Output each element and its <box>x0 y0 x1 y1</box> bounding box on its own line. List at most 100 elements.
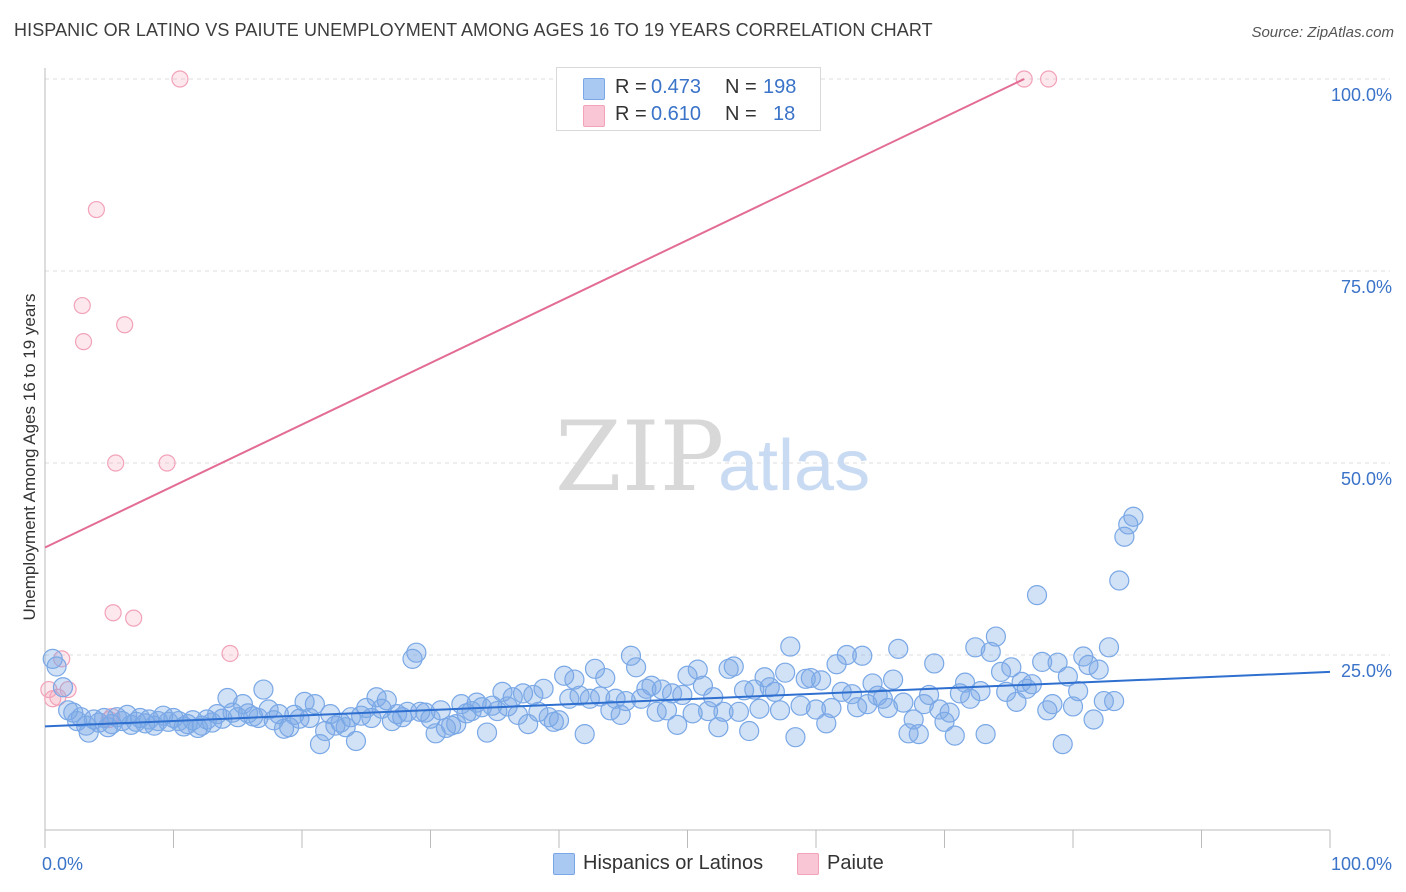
watermark-atlas: atlas <box>718 426 870 506</box>
data-point-hispanic <box>908 724 929 745</box>
data-point-hispanic <box>713 701 734 722</box>
data-point-hispanic <box>52 677 74 698</box>
data-point-hispanic <box>376 690 397 711</box>
data-point-hispanic <box>528 701 549 722</box>
source-label: Source: ZipAtlas.com <box>1251 24 1394 41</box>
data-point-hispanic <box>888 638 909 659</box>
data-point-hispanic <box>554 665 575 686</box>
data-point-hispanic <box>435 717 457 739</box>
data-point-paiute <box>171 70 189 88</box>
data-point-hispanic <box>862 673 883 694</box>
data-point-hispanic <box>877 697 899 719</box>
data-point-hispanic <box>718 658 739 679</box>
data-point-hispanic <box>913 694 935 715</box>
data-point-hispanic <box>739 720 760 742</box>
data-point-hispanic <box>749 698 770 719</box>
data-point-hispanic <box>754 667 775 688</box>
data-point-hispanic <box>733 680 755 701</box>
data-point-hispanic <box>590 686 611 707</box>
legend-r-label: R = <box>615 103 647 125</box>
y-tick-label: 75.0% <box>1341 277 1392 297</box>
legend-r-label: R = <box>615 76 647 98</box>
data-point-hispanic <box>1098 637 1120 658</box>
data-point-paiute <box>125 609 143 627</box>
data-point-hispanic <box>1047 652 1068 673</box>
legend-r-value: 0.473 <box>651 76 702 98</box>
data-point-hispanic <box>780 636 801 657</box>
data-point-paiute <box>73 296 91 315</box>
data-point-hispanic <box>406 642 427 663</box>
legend-swatch-paiute <box>583 105 605 127</box>
data-point-hispanic <box>687 659 708 680</box>
x-tick-label: 100.0% <box>1331 854 1392 874</box>
data-point-hispanic <box>651 679 672 700</box>
data-point-hispanic <box>934 711 955 732</box>
data-point-hispanic <box>939 702 960 723</box>
grid-lines <box>45 78 1390 656</box>
data-point-paiute <box>116 316 134 334</box>
data-point-hispanic <box>990 661 1012 682</box>
data-point-hispanic <box>402 648 423 669</box>
data-point-hispanic <box>692 675 714 696</box>
data-point-hispanic <box>1042 694 1063 715</box>
legend-n-label: N = <box>725 76 757 98</box>
data-point-hispanic <box>595 667 616 689</box>
y-tick-label: 50.0% <box>1341 469 1392 489</box>
data-point-hispanic <box>975 724 996 745</box>
legend-row-paiute: R = 0.610 N = 18 <box>557 101 820 129</box>
data-point-hispanic <box>661 683 683 704</box>
trend-line-hispanic <box>44 670 1331 728</box>
data-point-hispanic <box>985 626 1007 647</box>
data-point-hispanic <box>1068 680 1089 702</box>
data-point-paiute <box>221 644 239 663</box>
data-point-hispanic <box>857 694 878 715</box>
data-point-hispanic <box>1001 657 1022 678</box>
data-point-hispanic <box>723 656 744 677</box>
data-point-hispanic <box>728 701 750 722</box>
data-point-hispanic <box>304 694 325 715</box>
chart-title: HISPANIC OR LATINO VS PAIUTE UNEMPLOYMEN… <box>14 20 933 40</box>
bottom-legend-label-hispanic: Hispanics or Latinos <box>583 852 764 874</box>
trend-lines <box>44 78 1331 728</box>
y-tick-label: 100.0% <box>1331 85 1392 105</box>
data-point-hispanic <box>1052 733 1073 755</box>
data-point-hispanic <box>1109 570 1130 591</box>
data-point-hispanic <box>872 688 893 709</box>
data-point-hispanic <box>641 675 662 696</box>
data-point-hispanic <box>446 714 467 735</box>
legend-n-label: N = <box>725 103 757 125</box>
data-point-hispanic <box>677 665 698 686</box>
data-point-hispanic <box>574 724 595 745</box>
data-point-hispanic <box>790 695 811 716</box>
data-point-hispanic <box>46 656 67 677</box>
data-point-hispanic <box>785 727 806 748</box>
data-point-hispanic <box>965 637 986 658</box>
legend-n-value: 18 <box>773 103 796 125</box>
data-point-hispanic <box>600 700 621 721</box>
data-point-hispanic <box>960 688 981 709</box>
data-point-hispanic <box>775 662 796 683</box>
data-point-hispanic <box>1078 654 1099 676</box>
data-point-hispanic <box>512 683 534 704</box>
data-point-hispanic <box>1057 666 1078 687</box>
data-point-hispanic <box>769 700 791 721</box>
data-point-hispanic <box>708 717 729 738</box>
data-point-paiute <box>87 200 106 219</box>
data-point-hispanic <box>345 730 367 752</box>
data-point-paiute <box>104 604 122 622</box>
data-point-hispanic <box>1083 709 1104 730</box>
data-point-hispanic <box>816 713 837 734</box>
data-point-paiute <box>1039 70 1058 88</box>
data-point-hispanic <box>882 669 904 690</box>
data-point-hispanic <box>811 670 832 691</box>
legend-r-value: 0.610 <box>651 103 702 125</box>
data-point-hispanic <box>564 669 585 690</box>
data-point-hispanic <box>852 645 873 666</box>
bottom-legend-label-paiute: Paiute <box>827 852 884 874</box>
data-point-hispanic <box>682 703 703 724</box>
data-point-hispanic <box>821 697 842 719</box>
data-point-hispanic <box>980 641 1001 663</box>
watermark-zip: ZIP <box>555 401 724 513</box>
data-point-hispanic <box>1093 690 1114 712</box>
